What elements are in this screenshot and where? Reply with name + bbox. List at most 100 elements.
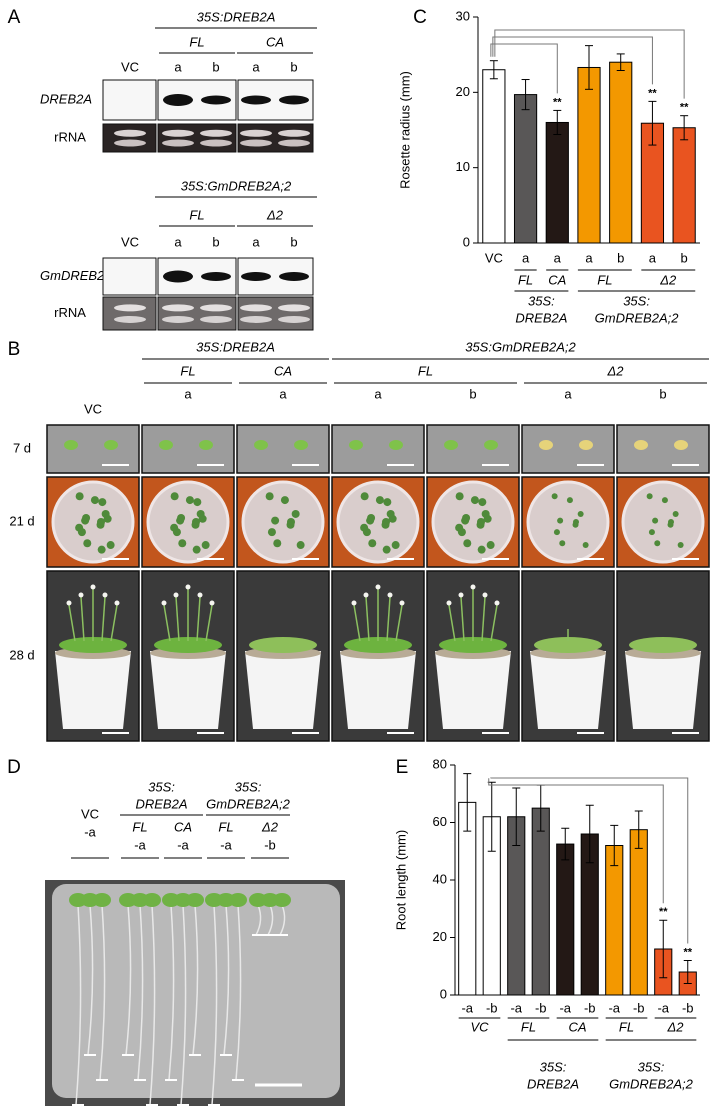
construct-label: DREB2A bbox=[515, 310, 567, 325]
x-tick-label: -a bbox=[657, 1000, 669, 1015]
error-bar bbox=[553, 109, 562, 136]
stem bbox=[448, 604, 456, 642]
rosette bbox=[382, 545, 391, 554]
dish bbox=[51, 480, 135, 564]
root bbox=[99, 904, 106, 1081]
rosette bbox=[486, 541, 495, 550]
rosette bbox=[462, 513, 471, 522]
blot-band bbox=[162, 304, 194, 312]
bar bbox=[556, 843, 575, 996]
flower bbox=[197, 592, 203, 598]
stem bbox=[353, 604, 361, 642]
stem bbox=[68, 604, 76, 642]
error-bar bbox=[680, 115, 689, 141]
lane-label: -b bbox=[264, 837, 276, 852]
root bbox=[223, 904, 230, 1056]
x-tick-label: -b bbox=[535, 1000, 547, 1015]
root bbox=[180, 904, 187, 1106]
x-tick-label: a bbox=[522, 250, 530, 265]
x-tick-label: -b bbox=[584, 1000, 596, 1015]
flower bbox=[161, 600, 167, 606]
group-label: CA bbox=[266, 34, 284, 49]
rosette bbox=[652, 517, 659, 524]
bar bbox=[531, 807, 550, 996]
group-label: FL bbox=[180, 363, 195, 378]
construct-label: 35S:DREB2A bbox=[197, 9, 276, 24]
blot-band bbox=[241, 272, 271, 281]
lane-label: b bbox=[290, 59, 297, 74]
error-bar bbox=[659, 919, 668, 979]
rosette bbox=[201, 541, 210, 550]
seedling bbox=[143, 893, 161, 907]
seedling bbox=[93, 893, 111, 907]
significance-bracket bbox=[494, 29, 685, 99]
blot-band bbox=[240, 139, 272, 147]
flower bbox=[375, 584, 381, 590]
blot-image bbox=[102, 123, 157, 153]
error-bar bbox=[683, 960, 692, 984]
bar bbox=[482, 69, 506, 244]
rosette bbox=[661, 497, 668, 504]
rosette bbox=[654, 540, 661, 547]
rosette bbox=[375, 496, 384, 505]
blot-band bbox=[278, 304, 310, 312]
rosette bbox=[646, 493, 653, 500]
seedling bbox=[484, 440, 498, 450]
blot-band bbox=[200, 315, 232, 323]
root bbox=[125, 904, 132, 1056]
stem bbox=[481, 596, 486, 642]
stem bbox=[196, 596, 201, 642]
error-bar bbox=[634, 810, 643, 849]
flower bbox=[114, 600, 120, 606]
row-label: 21 d bbox=[9, 513, 34, 528]
construct-label: DREB2A bbox=[135, 796, 187, 811]
error-bar bbox=[489, 60, 498, 80]
x-tick-label: b bbox=[617, 250, 624, 265]
blot-image bbox=[237, 296, 314, 331]
lane-label: b bbox=[469, 386, 476, 401]
construct-label: 35S:GmDREB2A;2 bbox=[465, 339, 576, 354]
blot-band bbox=[241, 95, 271, 105]
row-label: DREB2A bbox=[40, 91, 92, 106]
stem bbox=[365, 596, 370, 642]
flower bbox=[363, 592, 369, 598]
group-label: VC bbox=[81, 806, 99, 821]
group-label: FL bbox=[521, 1019, 536, 1034]
rosette bbox=[178, 539, 187, 548]
row-label: rRNA bbox=[54, 305, 86, 320]
plate bbox=[52, 884, 340, 1098]
construct-label: 35S:GmDREB2A;2 bbox=[181, 178, 292, 193]
lane-label: a bbox=[252, 234, 260, 249]
flower bbox=[482, 592, 488, 598]
blot-image bbox=[102, 79, 157, 121]
rosette bbox=[106, 541, 115, 550]
stem bbox=[80, 596, 85, 642]
seedling bbox=[104, 440, 118, 450]
blot-band bbox=[279, 95, 309, 105]
rosette bbox=[96, 520, 105, 529]
rosette bbox=[267, 528, 276, 537]
rosette bbox=[75, 523, 84, 532]
flower bbox=[458, 592, 464, 598]
blot-band bbox=[162, 315, 194, 323]
rosette bbox=[672, 510, 679, 517]
root bbox=[255, 904, 262, 936]
lane-label: -a bbox=[84, 824, 96, 839]
seedling bbox=[389, 440, 403, 450]
lane-label: b bbox=[212, 59, 219, 74]
rosette bbox=[391, 541, 400, 550]
rosette bbox=[383, 498, 392, 507]
rosette bbox=[667, 521, 674, 528]
rosette bbox=[185, 496, 194, 505]
x-tick-label: a bbox=[585, 250, 593, 265]
blot-band bbox=[200, 129, 232, 137]
significance-mark: ** bbox=[648, 87, 657, 99]
lane-label: -a bbox=[134, 837, 146, 852]
rosette bbox=[566, 497, 573, 504]
lane-label: a bbox=[279, 386, 287, 401]
construct-label: 35S: bbox=[148, 779, 175, 794]
blot-image bbox=[237, 123, 314, 153]
construct-label: GmDREB2A;2 bbox=[595, 310, 680, 325]
rosette bbox=[439, 637, 507, 653]
